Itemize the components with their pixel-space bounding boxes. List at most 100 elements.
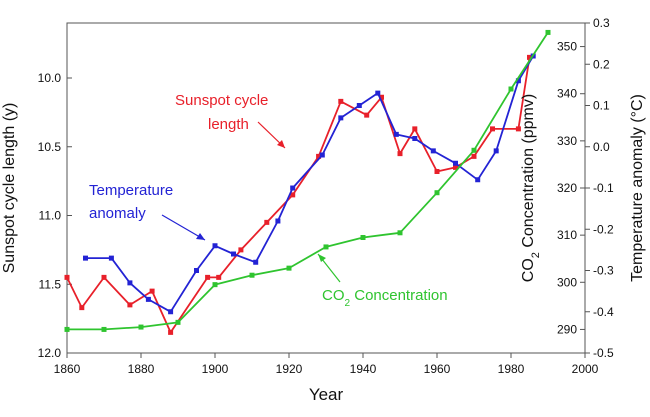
annotation-sunspot: Sunspot cycle length bbox=[175, 92, 286, 149]
co2-tick-label: 330 bbox=[557, 134, 577, 148]
annotation-co2-arrowhead bbox=[318, 254, 326, 262]
data-point-sunspot bbox=[168, 329, 174, 335]
data-point-temperature bbox=[290, 185, 296, 191]
x-tick-label: 2000 bbox=[572, 362, 599, 376]
right-axis-label: Temperature anomaly (°C) bbox=[629, 94, 646, 282]
data-point-temperature bbox=[108, 255, 114, 261]
data-point-sunspot bbox=[490, 126, 495, 132]
data-point-co2 bbox=[397, 230, 403, 236]
annotation-co2-text: CO2 Concentration bbox=[322, 287, 448, 309]
x-tick-label: 1980 bbox=[498, 362, 525, 376]
annotation-sunspot-line-2: length bbox=[208, 116, 249, 133]
right-tick-label: -0.1 bbox=[593, 181, 614, 195]
data-point-temperature bbox=[493, 148, 499, 154]
right-tick-label: -0.5 bbox=[593, 346, 614, 360]
annotation-temperature-arrowhead bbox=[196, 233, 205, 240]
data-point-sunspot bbox=[453, 164, 458, 170]
data-point-temperature bbox=[231, 251, 236, 257]
left-tick-label: 11.5 bbox=[39, 277, 62, 291]
series-line-co2 bbox=[67, 31, 549, 331]
co2-axis-ticks: 290 300 310 320 330 340 350 bbox=[557, 40, 585, 336]
data-point-co2 bbox=[434, 190, 440, 196]
data-point-sunspot bbox=[515, 126, 521, 132]
data-point-co2 bbox=[64, 326, 70, 332]
annotation-co2: CO2 Concentration bbox=[317, 253, 448, 309]
data-point-co2 bbox=[249, 272, 255, 278]
co2-tick-label: 350 bbox=[557, 40, 577, 54]
right-tick-label: 0.1 bbox=[593, 99, 610, 113]
co2-axis-label-rest: Concentration (ppmv) bbox=[520, 94, 537, 252]
data-point-temperature bbox=[194, 268, 199, 273]
data-point-sunspot bbox=[397, 151, 403, 157]
data-point-temperature bbox=[393, 131, 399, 137]
data-point-sunspot bbox=[149, 288, 155, 294]
left-axis-label: Sunspot cycle length (y) bbox=[1, 103, 18, 274]
right-tick-label: 0.2 bbox=[593, 57, 610, 71]
annotation-temperature-line-1: Temperature bbox=[89, 182, 173, 199]
data-point-sunspot bbox=[412, 126, 418, 132]
annotation-temperature: Temperature anomaly bbox=[89, 182, 206, 241]
data-point-temperature bbox=[375, 90, 381, 96]
data-point-temperature bbox=[515, 78, 521, 84]
data-point-sunspot bbox=[238, 247, 244, 253]
x-axis-ticks: 1860 1880 1900 1920 1940 1960 1980 2000 bbox=[54, 353, 599, 376]
annotation-co2-main: CO bbox=[322, 287, 345, 304]
data-point-sunspot bbox=[316, 153, 322, 159]
right-tick-label: -0.3 bbox=[593, 264, 614, 278]
data-point-temperature bbox=[253, 259, 259, 265]
left-tick-label: 10.5 bbox=[38, 140, 62, 154]
data-point-temperature bbox=[127, 280, 133, 286]
annotation-co2-rest: Concentration bbox=[350, 287, 448, 304]
data-point-sunspot bbox=[264, 219, 270, 225]
data-point-temperature bbox=[145, 296, 151, 302]
data-point-sunspot bbox=[434, 169, 440, 174]
data-point-temperature bbox=[338, 115, 344, 121]
data-point-co2 bbox=[138, 324, 144, 330]
annotation-co2-sub: 2 bbox=[345, 298, 351, 309]
x-axis-label: Year bbox=[309, 385, 344, 404]
data-point-temperature bbox=[83, 255, 88, 261]
co2-tick-label: 340 bbox=[557, 87, 577, 101]
left-tick-label: 10.0 bbox=[38, 71, 62, 85]
data-point-temperature bbox=[168, 309, 174, 315]
right-tick-label: -0.2 bbox=[593, 222, 614, 236]
data-point-sunspot bbox=[101, 274, 107, 280]
data-point-sunspot bbox=[338, 98, 344, 104]
right-tick-label: 0.0 bbox=[593, 140, 610, 154]
data-point-temperature bbox=[453, 160, 458, 166]
data-point-sunspot bbox=[79, 305, 85, 311]
x-tick-label: 1880 bbox=[128, 362, 155, 376]
annotation-temperature-pointer bbox=[161, 214, 206, 241]
data-point-sunspot bbox=[290, 192, 296, 198]
data-point-sunspot bbox=[64, 274, 70, 280]
co2-tick-label: 310 bbox=[557, 228, 577, 242]
co2-tick-label: 300 bbox=[557, 275, 577, 289]
annotation-sunspot-line-1: Sunspot cycle bbox=[175, 92, 268, 109]
x-tick-label: 1900 bbox=[202, 362, 229, 376]
data-point-temperature bbox=[212, 243, 218, 249]
left-axis-ticks: 10.0 10.5 11.0 11.5 12.0 bbox=[38, 71, 72, 360]
data-point-sunspot bbox=[127, 302, 133, 308]
data-point-temperature bbox=[430, 148, 436, 154]
left-tick-label: 12.0 bbox=[38, 346, 62, 360]
series-co2 bbox=[64, 29, 551, 332]
co2-axis-label: CO2 Concentration (ppmv) bbox=[520, 94, 542, 282]
data-point-co2 bbox=[286, 265, 292, 271]
data-point-co2 bbox=[101, 326, 107, 332]
right-axis-ticks: 0.3 0.2 0.1 0.0 -0.1 -0.2 -0.3 -0.4 -0.5 bbox=[585, 16, 614, 360]
co2-axis-label-sub: 2 bbox=[530, 252, 542, 258]
data-point-sunspot bbox=[527, 54, 532, 60]
x-tick-label: 1940 bbox=[350, 362, 377, 376]
data-point-temperature bbox=[275, 218, 281, 224]
data-point-sunspot bbox=[379, 94, 384, 100]
co2-tick-label: 320 bbox=[557, 181, 577, 195]
data-point-sunspot bbox=[205, 274, 211, 280]
data-point-co2 bbox=[323, 244, 329, 250]
x-tick-label: 1920 bbox=[276, 362, 303, 376]
x-tick-label: 1860 bbox=[54, 362, 81, 376]
data-point-co2 bbox=[545, 29, 551, 35]
data-point-co2 bbox=[212, 282, 218, 288]
data-point-temperature bbox=[356, 103, 362, 108]
data-point-sunspot bbox=[216, 274, 222, 280]
